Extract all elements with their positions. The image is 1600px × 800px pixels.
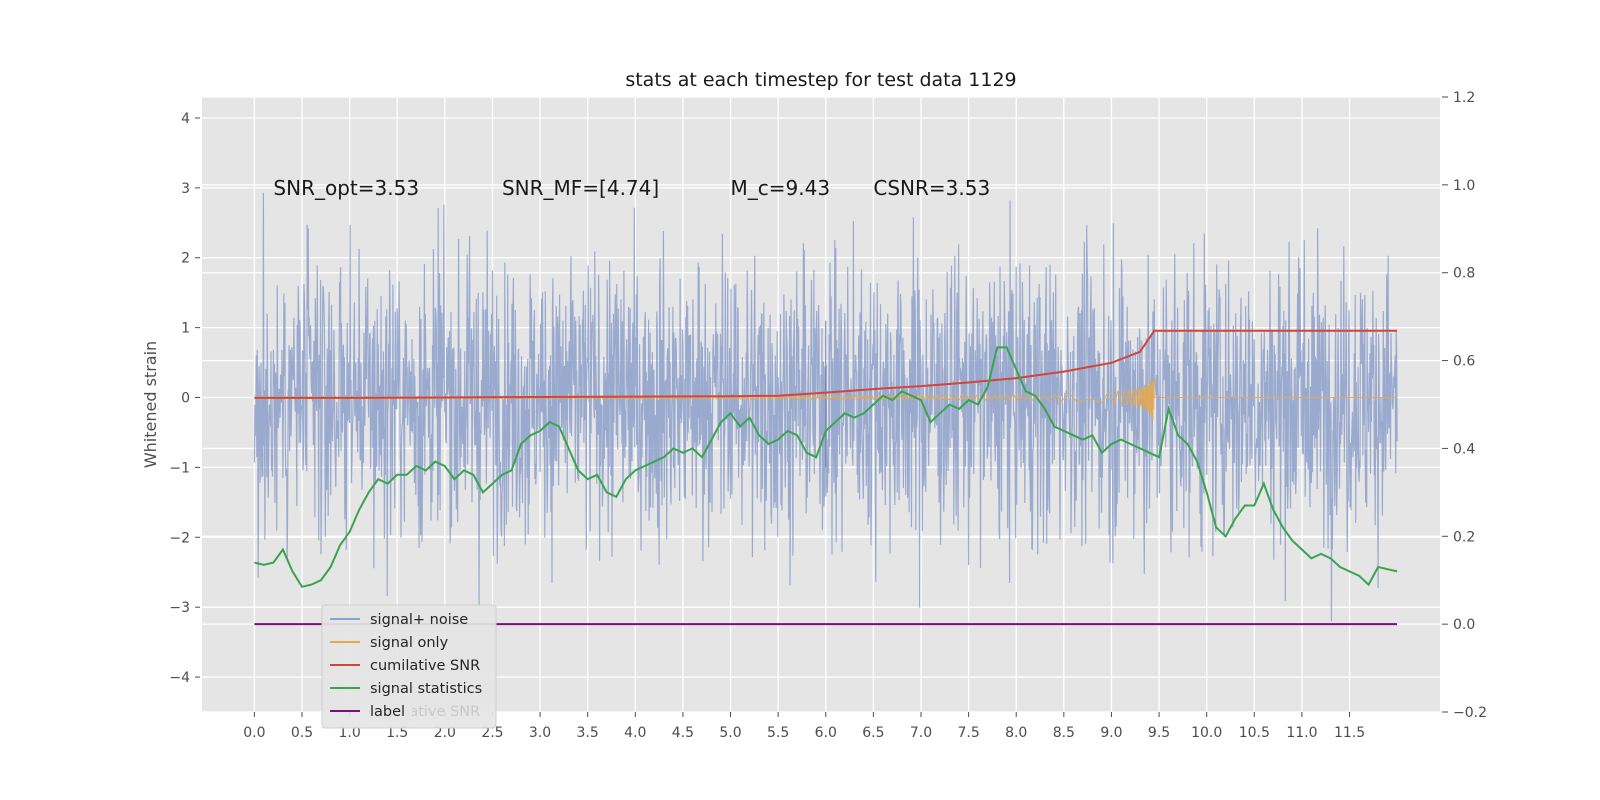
y-right-tick-label: 1.0 [1453, 178, 1475, 194]
legend-label: signal+ noise [370, 612, 468, 628]
x-tick-label: 10.5 [1239, 725, 1270, 741]
y-tick-label: 1 [181, 321, 190, 337]
x-tick-label: 8.0 [1005, 725, 1027, 741]
legend-label: cumilative SNR [370, 658, 480, 674]
x-tick-label: 0.0 [243, 725, 265, 741]
legend-ghost-mask [368, 701, 412, 721]
series-signal-plus-noise [253, 192, 1398, 622]
y-tick-label: 0 [181, 391, 190, 407]
x-tick-label: 8.5 [1053, 725, 1075, 741]
x-tick-label: 5.5 [767, 725, 789, 741]
annotations: SNR_opt=3.53 SNR_MF=[4.74] M_c=9.43 CSNR=3.… [273, 176, 990, 200]
y-tick-label: −1 [169, 460, 190, 476]
annotation-text: M_c=9.43 [731, 176, 831, 200]
x-tick-label: 11.0 [1286, 725, 1317, 741]
x-tick-label: 1.0 [338, 725, 360, 741]
y-right-tick-label: −0.2 [1453, 705, 1487, 721]
series-cumulative-snr [254, 329, 1398, 399]
x-tick-label: 4.0 [624, 725, 646, 741]
x-tick-label: 1.5 [386, 725, 408, 741]
series-signal-statistics [254, 346, 1398, 588]
y-right-tick-label: 1.2 [1453, 90, 1475, 106]
axes: 0.0 0.5 1.0 1.5 2.0 2.5 3.0 3.5 4.0 4.5 5.0 5.5 6.0 6… [169, 90, 1487, 741]
y-right-tick-label: 0.8 [1453, 266, 1475, 282]
legend-label: signal statistics [370, 681, 482, 697]
x-tick-label: 10.0 [1191, 725, 1222, 741]
x-tick-label: 4.5 [672, 725, 694, 741]
y-right-tick-label: 0.2 [1453, 529, 1475, 545]
y-right-tick-label: 0.4 [1453, 441, 1475, 457]
legend: signal+ noise signal only cumilative SNR si… [321, 604, 497, 729]
legend-box [321, 604, 497, 729]
annotation-text: SNR_opt=3.53 [273, 176, 419, 200]
y-tick-label: 3 [181, 181, 190, 197]
x-tick-label: 6.5 [862, 725, 884, 741]
x-tick-label: 2.5 [481, 725, 503, 741]
x-tick-label: 9.5 [1148, 725, 1170, 741]
x-tick-label: 3.5 [577, 725, 599, 741]
y-tick-label: 4 [181, 111, 190, 127]
y-right-tick-label: 0.6 [1453, 354, 1475, 370]
x-tick-label: 7.0 [910, 725, 932, 741]
x-tick-label: 6.0 [815, 725, 837, 741]
y-tick-label: −2 [169, 530, 190, 546]
x-tick-label: 11.5 [1334, 725, 1365, 741]
y-axis-title: Whitened strain [141, 341, 160, 468]
chart-title: stats at each timestep for test data 112… [625, 69, 1016, 91]
y-tick-label: −4 [169, 670, 190, 686]
y-tick-label: 2 [181, 251, 190, 267]
annotation-text: CSNR=3.53 [873, 176, 990, 200]
x-tick-label: 2.0 [434, 725, 456, 741]
x-tick-label: 9.0 [1100, 725, 1122, 741]
x-tick-label: 3.0 [529, 725, 551, 741]
y-right-tick-label: 0.0 [1453, 617, 1475, 633]
x-tick-label: 0.5 [291, 725, 313, 741]
y-tick-label: −3 [169, 600, 190, 616]
x-tick-label: 7.5 [957, 725, 979, 741]
legend-label: signal only [370, 635, 449, 651]
legend-label: label [370, 704, 405, 720]
annotation-text: SNR_MF=[4.74] [502, 176, 659, 200]
x-tick-label: 5.0 [719, 725, 741, 741]
